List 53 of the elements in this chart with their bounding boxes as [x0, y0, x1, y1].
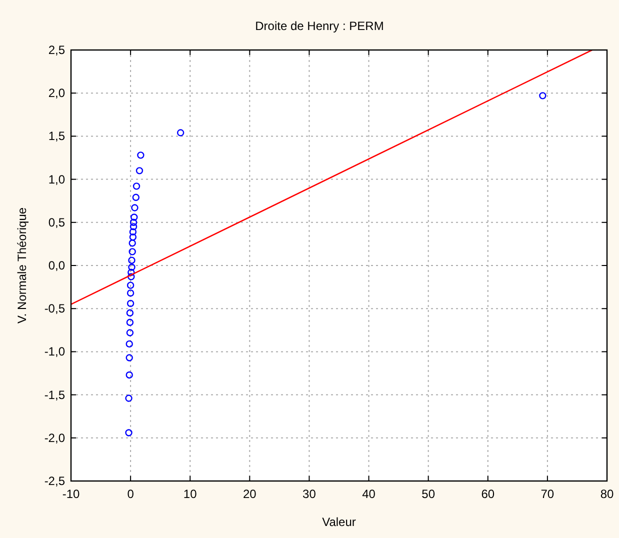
- point: [128, 256, 136, 264]
- point: [126, 289, 134, 297]
- y-tick-label: 2,0: [48, 86, 66, 100]
- y-tick-label: 1,5: [48, 129, 66, 144]
- point: [125, 429, 132, 436]
- x-tick-label: 40: [362, 487, 376, 501]
- x-tick-label: 30: [302, 487, 316, 501]
- point: [128, 268, 135, 276]
- point: [126, 371, 133, 379]
- x-tick-label: 20: [242, 487, 257, 501]
- point: [130, 218, 138, 226]
- point: [126, 340, 133, 348]
- y-tick-label: -2,5: [44, 474, 66, 488]
- x-axis-title: Valeur: [322, 515, 356, 529]
- point: [126, 354, 133, 362]
- y-tick-label: 2,5: [48, 43, 66, 57]
- y-tick-label: 0,5: [48, 215, 66, 230]
- y-axis-title: V. Normale Théorique: [15, 207, 29, 324]
- point: [126, 282, 134, 289]
- point: [176, 129, 184, 136]
- x-tick-label: 0: [127, 487, 134, 501]
- x-tick-label: 10: [183, 487, 198, 501]
- point: [126, 300, 134, 308]
- point: [132, 194, 140, 201]
- x-tick-label: 80: [600, 487, 614, 501]
- y-tick-label: -2,0: [44, 430, 66, 445]
- point: [130, 223, 138, 230]
- point: [128, 248, 136, 256]
- point: [126, 329, 134, 336]
- point: [129, 233, 137, 241]
- point: [126, 318, 134, 326]
- point: [132, 182, 140, 190]
- point: [131, 204, 138, 212]
- y-tick-label: -1,0: [44, 344, 66, 359]
- point: [128, 264, 136, 271]
- point: [129, 228, 137, 236]
- point: [136, 167, 144, 174]
- x-tick-label: -10: [62, 487, 80, 501]
- y-tick-label: -1,5: [44, 388, 66, 402]
- y-tick-label: 0,0: [48, 258, 66, 272]
- y-tick-label: -0,5: [44, 302, 66, 316]
- point: [126, 309, 134, 317]
- x-tick-label: 70: [540, 487, 554, 501]
- x-tick-label: 60: [481, 487, 495, 501]
- point: [539, 92, 546, 100]
- chart-title: Droite de Henry : PERM: [255, 19, 384, 33]
- point: [137, 152, 144, 159]
- point: [130, 214, 138, 221]
- x-tick-label: 50: [422, 487, 436, 501]
- point: [128, 239, 136, 247]
- y-tick-label: 1,0: [48, 172, 66, 186]
- point: [125, 394, 132, 402]
- point: [128, 273, 135, 280]
